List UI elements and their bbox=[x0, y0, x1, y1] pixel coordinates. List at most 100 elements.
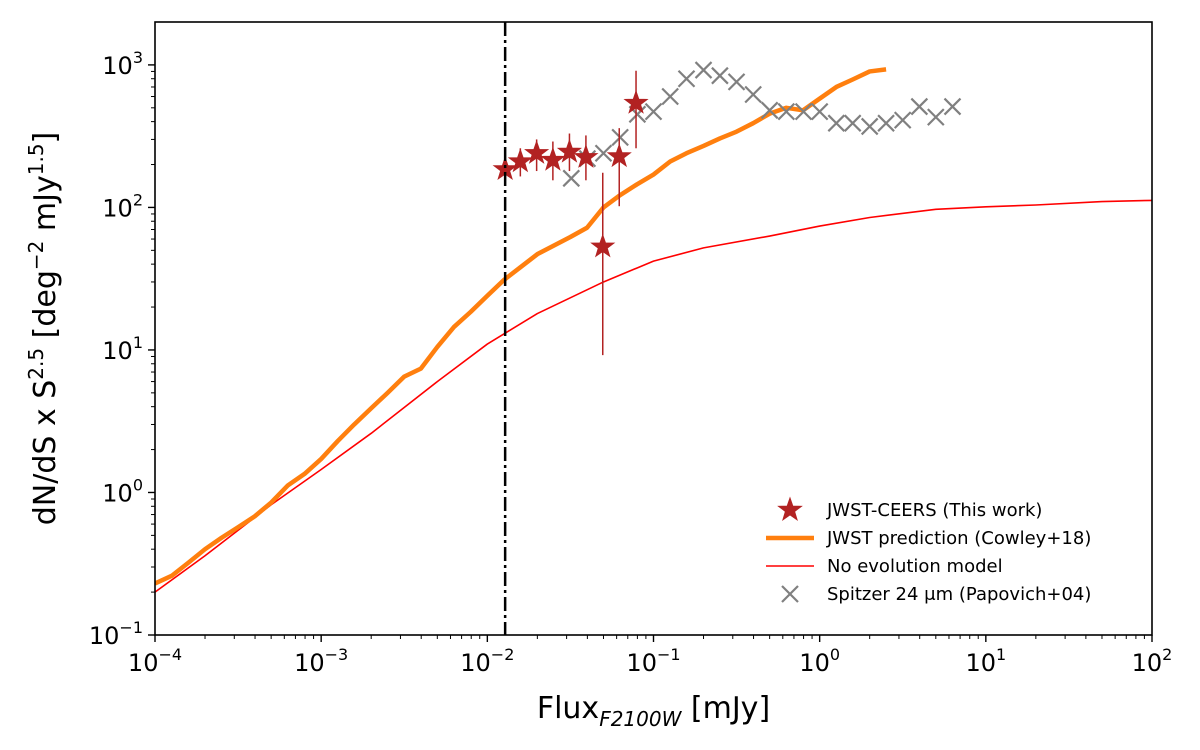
x-tick-exp: −4 bbox=[158, 645, 182, 664]
spitzer-point-7 bbox=[677, 69, 696, 88]
ceers-point-5 bbox=[573, 144, 599, 168]
spitzer-point-23 bbox=[943, 97, 962, 116]
ceers-point-8 bbox=[623, 89, 649, 114]
legend-label-1: JWST prediction (Cowley+18) bbox=[826, 528, 1091, 549]
y-tick-label-0: 10−1 bbox=[89, 618, 143, 650]
x-tick-label-5: 101 bbox=[965, 645, 1006, 677]
spitzer-point-14 bbox=[794, 102, 813, 121]
y-axis-label-part-4: mJy bbox=[28, 175, 63, 240]
no-evolution-line bbox=[155, 199, 1152, 593]
spitzer-point-5-stroke-b bbox=[644, 102, 663, 121]
legend-entry-3: Spitzer 24 μm (Papovich+04) bbox=[781, 584, 1091, 605]
x-tick-base: 10 bbox=[626, 649, 657, 677]
spitzer-point-11-stroke-b bbox=[744, 85, 762, 104]
ceers-point-4 bbox=[556, 138, 583, 163]
y-tick-base: 10 bbox=[89, 622, 120, 650]
y-tick-base: 10 bbox=[102, 337, 133, 365]
spitzer-point-9-stroke-b bbox=[711, 66, 729, 85]
legend-entry-0: JWST-CEERS (This work) bbox=[777, 496, 1042, 521]
spitzer-point-23-stroke-b bbox=[943, 97, 962, 116]
spitzer-point-18-stroke-b bbox=[860, 117, 879, 136]
spitzer-point-9 bbox=[711, 66, 729, 85]
y-axis-label-part-1: 2.5 bbox=[24, 348, 48, 380]
spitzer-point-19-stroke-b bbox=[877, 114, 895, 132]
x-tick-label-0: 10−4 bbox=[128, 645, 182, 677]
y-tick-exp: 1 bbox=[133, 333, 143, 352]
spitzer-point-0 bbox=[562, 169, 581, 188]
spitzer-point-22-stroke-b bbox=[927, 108, 945, 126]
x-tick-label-1: 10−3 bbox=[294, 645, 348, 677]
spitzer-point-10-stroke-b bbox=[727, 73, 746, 91]
y-tick-exp: 2 bbox=[133, 190, 143, 209]
y-tick-exp: 0 bbox=[133, 475, 143, 494]
spitzer-point-21-stroke-b bbox=[910, 97, 929, 116]
spitzer-point-8-stroke-b bbox=[694, 61, 713, 79]
x-axis-label-main: Flux bbox=[537, 691, 599, 726]
y-axis-label-part-0: dN/dS x S bbox=[28, 380, 63, 526]
spitzer-point-20-stroke-b bbox=[893, 111, 912, 129]
x-tick-exp: −1 bbox=[657, 645, 681, 664]
spitzer-point-8 bbox=[694, 61, 713, 79]
x-tick-label-6: 102 bbox=[1132, 645, 1173, 677]
spitzer-point-6-stroke-b bbox=[661, 87, 679, 106]
x-tick-exp: 1 bbox=[996, 645, 1006, 664]
ceers-point-2 bbox=[524, 140, 550, 164]
spitzer-point-3-stroke-b bbox=[611, 128, 629, 147]
x-axis-label-sub: F2100W bbox=[599, 707, 682, 731]
ceers-point-3 bbox=[540, 146, 566, 171]
spitzer-point-10 bbox=[727, 73, 746, 91]
spitzer-point-2 bbox=[594, 144, 613, 163]
spitzer-point-15-stroke-b bbox=[810, 102, 829, 121]
y-axis-label-part-2: [deg bbox=[28, 270, 63, 348]
spitzer-point-4-stroke-b bbox=[628, 105, 647, 124]
spitzer-point-12-stroke-b bbox=[760, 101, 779, 120]
x-tick-base: 10 bbox=[128, 649, 159, 677]
x-tick-exp: −2 bbox=[491, 645, 515, 664]
spitzer-point-13 bbox=[777, 102, 796, 121]
y-tick-label-2: 101 bbox=[102, 333, 143, 365]
y-tick-base: 10 bbox=[102, 52, 133, 80]
y-axis-label: dN/dS x S2.5 [deg−2 mJy1.5] bbox=[24, 132, 63, 526]
ceers-point-6 bbox=[590, 233, 616, 258]
spitzer-point-16-stroke-b bbox=[827, 114, 846, 132]
spitzer-point-12 bbox=[760, 101, 779, 120]
spitzer-point-21 bbox=[910, 97, 929, 116]
ceers-point-1 bbox=[507, 148, 533, 173]
x-tick-label-4: 100 bbox=[799, 645, 840, 677]
x-axis-label-unit: [mJy] bbox=[681, 691, 770, 726]
x-tick-base: 10 bbox=[294, 649, 325, 677]
ceers-point-7 bbox=[606, 143, 632, 168]
legend-star-marker bbox=[777, 496, 803, 521]
spitzer-point-13-stroke-b bbox=[777, 102, 796, 121]
legend-entry-2: No evolution model bbox=[766, 556, 1003, 577]
x-tick-exp: 0 bbox=[830, 645, 840, 664]
spitzer-point-0-stroke-b bbox=[562, 169, 581, 188]
legend: JWST-CEERS (This work) JWST prediction (C… bbox=[766, 496, 1091, 605]
x-tick-base: 10 bbox=[1132, 649, 1163, 677]
spitzer-point-22 bbox=[927, 108, 945, 126]
spitzer-point-2-stroke-b bbox=[594, 144, 613, 163]
spitzer-point-5 bbox=[644, 102, 663, 121]
spitzer-point-7-stroke-b bbox=[677, 69, 696, 88]
legend-label-2: No evolution model bbox=[827, 556, 1003, 577]
axes: 10−4 10−3 10−2 10−1 100 101 10210−110010110210… bbox=[24, 21, 1173, 731]
spitzer-point-11 bbox=[744, 85, 762, 104]
spitzer-point-20 bbox=[893, 111, 912, 129]
data-markers bbox=[492, 61, 962, 356]
y-tick-base: 10 bbox=[102, 479, 133, 507]
spitzer-point-6 bbox=[661, 87, 679, 106]
x-axis-label: FluxF2100W [mJy] bbox=[537, 691, 770, 731]
y-tick-label-3: 102 bbox=[102, 190, 143, 222]
x-tick-base: 10 bbox=[460, 649, 491, 677]
y-tick-base: 10 bbox=[102, 194, 133, 222]
y-axis-label-part-3: −2 bbox=[24, 241, 48, 270]
legend-x-marker-stroke-b bbox=[781, 585, 799, 603]
x-tick-base: 10 bbox=[965, 649, 996, 677]
legend-entry-1: JWST prediction (Cowley+18) bbox=[766, 528, 1091, 549]
spitzer-point-14-stroke-b bbox=[794, 102, 813, 121]
y-tick-label-4: 103 bbox=[102, 48, 143, 80]
y-tick-label-1: 100 bbox=[102, 475, 143, 507]
cowley-prediction-line bbox=[155, 67, 887, 586]
y-tick-exp: −1 bbox=[119, 618, 143, 637]
